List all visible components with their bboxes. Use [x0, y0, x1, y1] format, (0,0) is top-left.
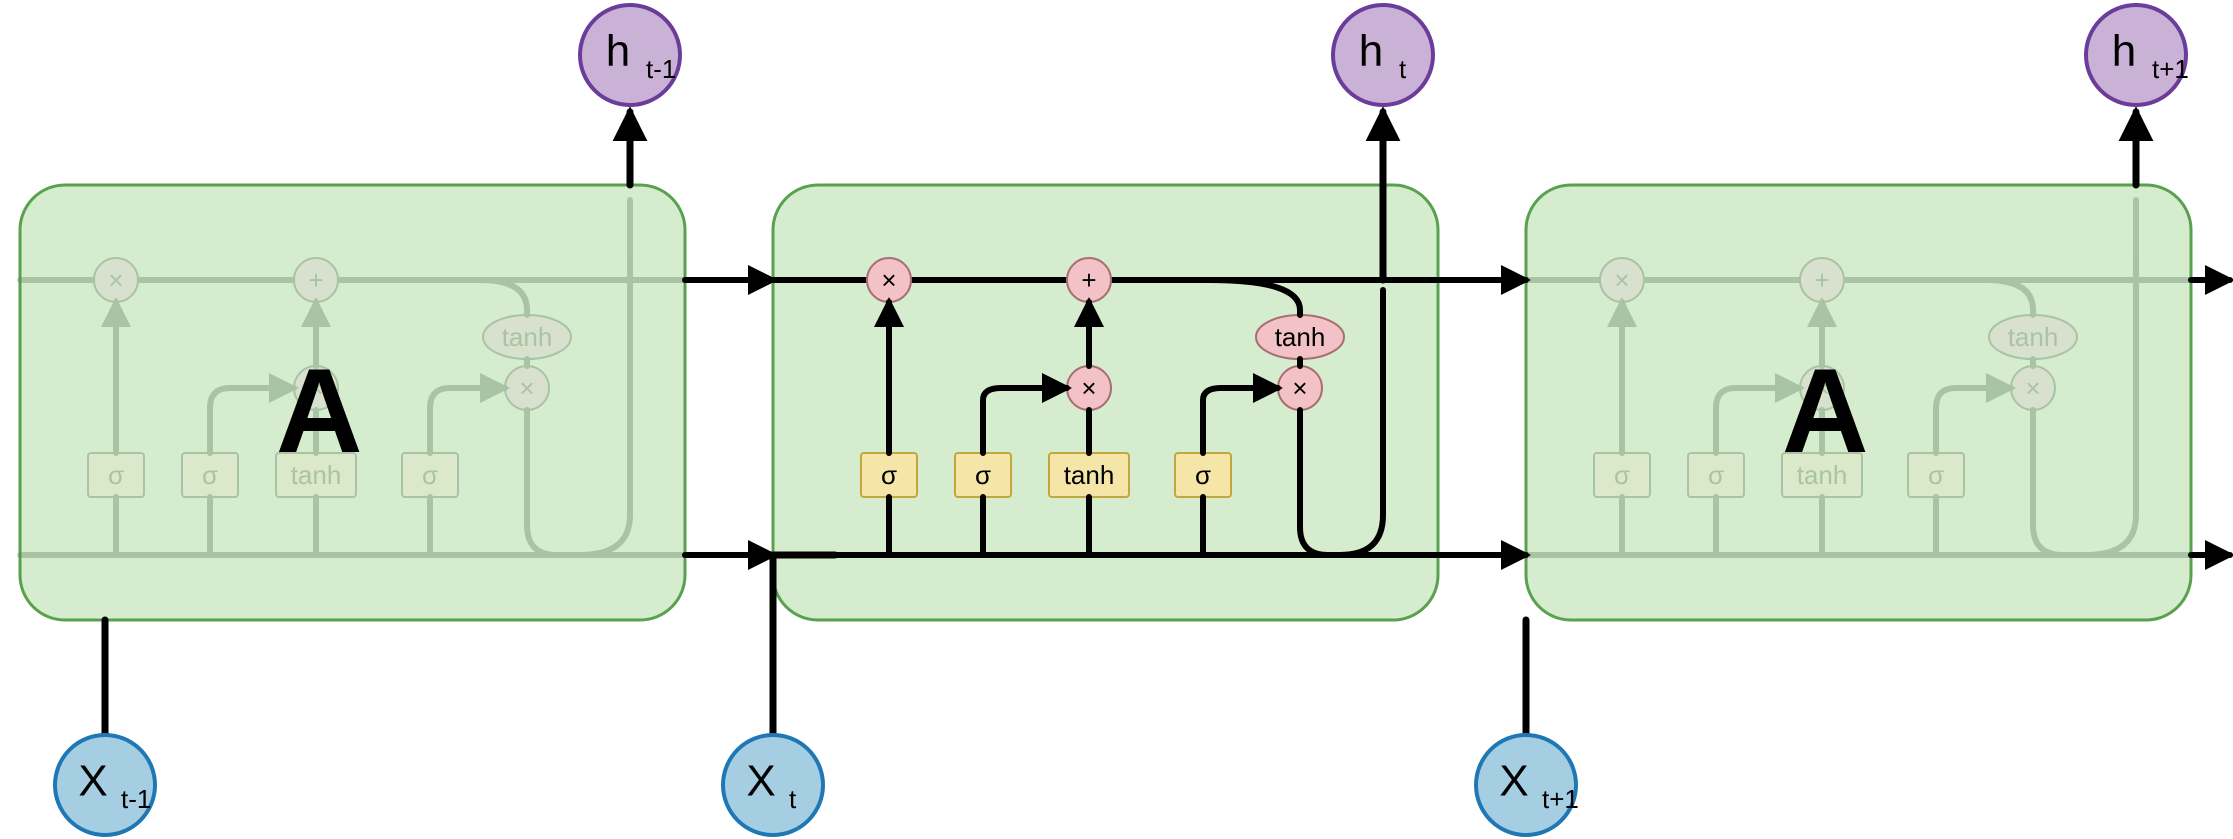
- io-label-sub: t: [789, 784, 797, 814]
- io-label-main: h: [2112, 27, 2136, 76]
- svg-text:σ: σ: [1928, 460, 1944, 490]
- gate-cand_tanh: tanh: [1064, 460, 1115, 490]
- io-label-sub: t+1: [2152, 54, 2189, 84]
- io-h_t: ht: [1333, 5, 1433, 105]
- op-tanh_out: tanh: [1275, 322, 1326, 352]
- svg-text:σ: σ: [1614, 460, 1630, 490]
- io-x_tm1: Xt-1: [55, 735, 155, 835]
- cell-label-right: A: [1782, 344, 1869, 478]
- op-mul_input: ×: [1081, 373, 1096, 403]
- op-mul_out: ×: [1292, 373, 1307, 403]
- svg-text:A: A: [276, 344, 363, 478]
- io-h_tm1: h t-1: [580, 5, 680, 105]
- svg-text:×: ×: [2025, 373, 2040, 403]
- svg-text:×: ×: [519, 373, 534, 403]
- op-mul_forget: ×: [881, 265, 896, 295]
- io-label-main: h: [606, 27, 630, 76]
- svg-text:σ: σ: [202, 460, 218, 490]
- svg-text:σ: σ: [1708, 460, 1724, 490]
- io-h_tp1: h t+1: [2086, 5, 2189, 105]
- io-label-main: h: [1359, 27, 1383, 76]
- op-add_cell: +: [1081, 265, 1096, 295]
- io-label-sub: t-1: [646, 54, 676, 84]
- svg-text:σ: σ: [422, 460, 438, 490]
- io-label-main: X: [1499, 757, 1528, 806]
- svg-text:tanh: tanh: [502, 322, 553, 352]
- gate-input_sigma: σ: [975, 460, 991, 490]
- io-x_t: Xt: [723, 735, 823, 835]
- io-label-sub: t+1: [1542, 784, 1579, 814]
- svg-text:A: A: [1782, 344, 1869, 478]
- cell-label-left: A: [276, 344, 363, 478]
- svg-text:σ: σ: [108, 460, 124, 490]
- io-label-main: X: [746, 757, 775, 806]
- gate-out_sigma: σ: [1195, 460, 1211, 490]
- io-x_tp1: Xt+1: [1476, 735, 1579, 835]
- io-label-main: X: [78, 757, 107, 806]
- gate-forget_sigma: σ: [881, 460, 897, 490]
- io-label-sub: t-1: [121, 784, 151, 814]
- svg-text:+: +: [1814, 265, 1829, 295]
- svg-text:×: ×: [108, 265, 123, 295]
- lstm-diagram: σσtanhσ×+×tanh×σσtanhσ×+×tanh×AAσσtanhσ×…: [0, 0, 2233, 839]
- svg-text:×: ×: [1614, 265, 1629, 295]
- svg-text:tanh: tanh: [2008, 322, 2059, 352]
- svg-text:+: +: [308, 265, 323, 295]
- io-label-sub: t: [1399, 54, 1407, 84]
